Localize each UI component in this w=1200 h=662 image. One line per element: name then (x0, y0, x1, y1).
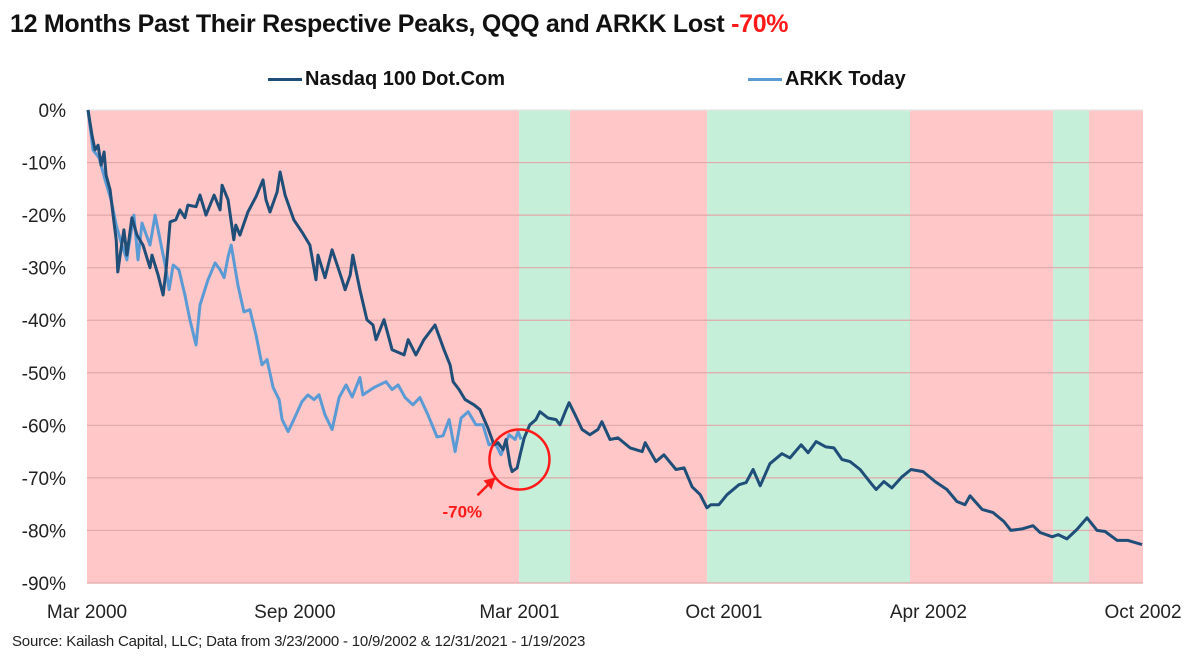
series-lines (86, 109, 1143, 547)
band-red (570, 110, 708, 583)
x-tick-label: Mar 2000 (47, 602, 127, 623)
band-green (1053, 110, 1090, 583)
x-tick-label: Apr 2002 (890, 602, 967, 623)
band-green (519, 110, 571, 583)
annotation-circle (488, 428, 551, 491)
legend-swatch-nasdaq (268, 78, 302, 81)
legend: Nasdaq 100 Dot.Com ARKK Today (0, 68, 1200, 96)
legend-label-arkk: ARKK Today (785, 68, 906, 90)
chart-title: 12 Months Past Their Respective Peaks, Q… (10, 10, 789, 39)
legend-item-arkk: ARKK Today (748, 68, 906, 91)
legend-label-nasdaq: Nasdaq 100 Dot.Com (305, 68, 506, 90)
x-axis-ticks: Mar 2000 Sep 2000 Mar 2001 Oct 2001 Apr 2002… (47, 602, 1182, 623)
source-note: Source: Kailash Capital, LLC; Data from … (12, 633, 586, 650)
x-tick-label: Oct 2002 (1104, 602, 1181, 623)
y-tick-label: -30% (22, 259, 66, 280)
y-tick-label: -40% (22, 311, 66, 332)
chart-title-main: 12 Months Past Their Respective Peaks, Q… (10, 10, 732, 38)
series-line-nasdaq (86, 109, 1143, 547)
legend-swatch-arkk (748, 78, 782, 81)
y-tick-label: -80% (22, 521, 66, 542)
band-red (87, 110, 520, 583)
series-line-arkk (86, 109, 523, 457)
background-bands (87, 110, 1143, 583)
gridlines (87, 109, 1143, 584)
y-tick-label: -20% (22, 206, 66, 227)
annotation: -70% (442, 428, 551, 521)
legend-item-nasdaq: Nasdaq 100 Dot.Com (268, 68, 505, 91)
y-axis-ticks: 0% -10% -20% -30% -40% -50% -60% -70% -80% -90% (22, 101, 66, 595)
band-green (707, 110, 911, 583)
x-tick-label: Mar 2001 (479, 602, 559, 623)
x-tick-label: Sep 2000 (254, 602, 335, 623)
band-red (910, 110, 1054, 583)
band-red (1089, 110, 1143, 583)
annotation-label: -70% (442, 502, 482, 521)
y-tick-label: -10% (22, 154, 66, 175)
x-tick-label: Oct 2001 (685, 602, 762, 623)
y-tick-label: -50% (22, 364, 66, 385)
y-tick-label: -90% (22, 574, 66, 595)
chart-title-highlight: -70% (731, 10, 789, 38)
y-tick-label: 0% (39, 101, 67, 122)
y-tick-label: -60% (22, 416, 66, 437)
y-tick-label: -70% (22, 469, 66, 490)
annotation-arrow-head (483, 477, 496, 490)
